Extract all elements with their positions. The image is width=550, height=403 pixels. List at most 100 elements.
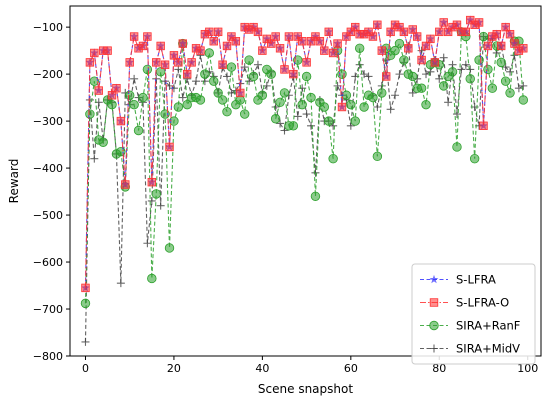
data-point-s-lfra-o xyxy=(249,22,258,32)
data-point-s-lfra-o xyxy=(227,32,236,41)
data-point-sira-midv xyxy=(514,84,523,93)
data-point-s-lfra-o xyxy=(112,84,121,93)
data-point-sira-midv xyxy=(355,60,364,69)
legend: S-LFRA S-LFRA-O SIRA+RanF SIRA+MidV xyxy=(411,263,536,365)
data-point-s-lfra-o xyxy=(337,102,347,112)
data-point-sira-midv xyxy=(461,60,470,69)
x-tick-label: 60 xyxy=(344,362,358,375)
data-point-sira-ranf xyxy=(200,69,210,79)
data-point-s-lfra-o xyxy=(519,44,528,53)
data-point-sira-ranf xyxy=(209,76,219,86)
data-point-sira-midv xyxy=(439,53,448,62)
legend-entry-s-lfra-o: S-LFRA-O xyxy=(420,296,509,310)
data-point-sira-midv xyxy=(501,63,510,72)
data-point-s-lfra-o xyxy=(213,27,223,37)
data-point-sira-midv xyxy=(452,110,461,119)
data-point-sira-midv xyxy=(386,105,395,114)
data-point-sira-ranf xyxy=(500,76,511,86)
data-point-s-lfra-o xyxy=(501,22,510,32)
data-point-sira-ranf xyxy=(222,107,232,117)
data-point-s-lfra-o xyxy=(439,18,448,27)
data-point-sira-midv xyxy=(280,126,289,135)
data-point-s-lfra-o xyxy=(169,51,179,60)
y-tick-label: −800 xyxy=(33,350,63,363)
data-point-s-lfra-o xyxy=(222,41,232,51)
data-point-sira-ranf xyxy=(275,97,285,108)
data-point-sira-ranf xyxy=(324,116,334,126)
data-point-s-lfra-o xyxy=(284,32,294,41)
data-point-sira-midv xyxy=(156,201,165,210)
data-point-sira-ranf xyxy=(239,109,250,119)
data-point-s-lfra-o xyxy=(182,69,192,79)
data-point-s-lfra-o xyxy=(178,39,187,48)
legend-entry-sira-ranf: SIRA+RanF xyxy=(420,319,520,333)
data-point-sira-ranf xyxy=(478,31,489,42)
data-point-s-lfra-o xyxy=(421,41,431,51)
data-point-sira-ranf xyxy=(377,88,387,98)
data-point-s-lfra-o xyxy=(165,142,174,152)
data-point-s-lfra-o xyxy=(311,32,320,41)
data-point-sira-ranf xyxy=(244,55,254,65)
data-point-sira-ranf xyxy=(257,90,268,100)
x-tick-label: 100 xyxy=(517,362,538,375)
data-point-sira-ranf xyxy=(341,90,352,100)
data-point-sira-midv xyxy=(253,60,262,69)
data-point-s-lfra-o xyxy=(320,46,329,55)
data-point-sira-ranf xyxy=(447,67,458,77)
data-point-s-lfra-o xyxy=(125,58,134,67)
legend-marker xyxy=(429,274,439,284)
data-point-sira-ranf xyxy=(173,102,184,112)
data-point-sira-ranf xyxy=(474,55,484,65)
data-point-s-lfra-o xyxy=(510,39,519,48)
data-point-sira-ranf xyxy=(297,99,307,110)
data-point-s-lfra-o xyxy=(275,44,285,53)
data-point-s-lfra-o xyxy=(443,27,453,37)
data-point-sira-midv xyxy=(81,337,90,346)
data-point-sira-midv xyxy=(178,93,187,102)
data-point-sira-ranf xyxy=(226,62,237,72)
data-point-s-lfra-o xyxy=(452,20,462,29)
data-point-s-lfra-o xyxy=(107,91,117,100)
data-point-sira-midv xyxy=(307,121,316,130)
data-point-s-lfra-o xyxy=(258,46,267,55)
data-point-s-lfra-o xyxy=(129,32,139,41)
data-point-s-lfra-o xyxy=(377,46,386,55)
data-point-sira-midv xyxy=(130,74,139,83)
data-point-sira-ranf xyxy=(129,99,139,110)
series-layer xyxy=(80,15,529,346)
data-point-sira-ranf xyxy=(270,114,281,124)
data-point-sira-ranf xyxy=(217,95,228,105)
data-point-sira-midv xyxy=(364,72,373,81)
data-point-s-lfra-o xyxy=(289,69,298,79)
data-point-s-lfra-o xyxy=(333,39,342,48)
data-point-s-lfra-o xyxy=(160,60,170,69)
legend-entry-sira-midv: SIRA+MidV xyxy=(420,342,520,356)
data-point-s-lfra-o xyxy=(426,34,435,44)
data-point-s-lfra-o xyxy=(236,88,245,98)
data-point-sira-ranf xyxy=(496,57,506,68)
data-point-sira-ranf xyxy=(80,298,91,309)
data-point-s-lfra-o xyxy=(156,41,165,51)
data-point-sira-midv xyxy=(302,110,311,119)
data-point-s-lfra-o xyxy=(262,34,272,44)
data-point-sira-ranf xyxy=(85,109,95,119)
y-tick-label: −300 xyxy=(33,115,63,128)
data-point-sira-ranf xyxy=(372,151,383,162)
legend-marker xyxy=(429,298,439,307)
data-point-sira-midv xyxy=(408,88,417,97)
data-point-sira-ranf xyxy=(452,142,462,152)
data-point-sira-midv xyxy=(245,77,254,86)
y-tick-label: −500 xyxy=(33,209,63,222)
data-point-sira-ranf xyxy=(204,48,215,58)
data-point-sira-midv xyxy=(510,51,519,60)
data-point-sira-midv xyxy=(152,74,161,83)
data-point-sira-ranf xyxy=(133,125,144,136)
y-tick-label: −700 xyxy=(33,303,63,316)
data-point-sira-midv xyxy=(457,65,466,74)
x-tick-label: 40 xyxy=(255,362,269,375)
y-tick-label: −100 xyxy=(33,21,63,34)
y-tick-label: −200 xyxy=(33,68,63,81)
data-point-s-lfra-o xyxy=(342,32,351,41)
data-point-sira-ranf xyxy=(518,95,529,105)
